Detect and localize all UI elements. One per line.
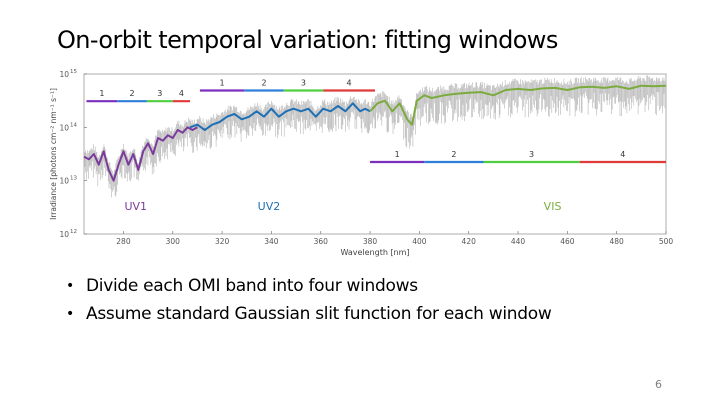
series-vis-line [369,84,667,126]
y-tick-label: 10 [59,123,69,132]
bullet-text: Assume standard Gaussian slit function f… [86,304,552,324]
window-label: 2 [130,89,135,98]
x-tick-label: 280 [116,237,131,246]
window-label: 3 [301,79,306,88]
page-number: 6 [655,378,662,391]
x-tick-label: 320 [215,237,230,246]
series-uv2-line [189,102,371,131]
band-label-uv2: UV2 [258,200,281,213]
window-label: 2 [261,79,266,88]
bullet-list: • Divide each OMI band into four windows … [66,272,552,328]
x-tick-label: 400 [412,237,427,246]
y-tick-exponent: 12 [70,229,77,235]
band-label-uv1: UV1 [124,200,147,213]
x-tick-label: 440 [511,237,526,246]
window-label: 3 [529,150,534,159]
y-tick-label: 10 [59,177,69,186]
window-label: 2 [451,150,456,159]
bullet-text: Divide each OMI band into four windows [86,276,418,296]
window-label: 4 [347,79,352,88]
x-tick-label: 420 [462,237,477,246]
window-label: 1 [220,79,225,88]
window-label: 4 [620,150,625,159]
bullet-item: • Divide each OMI band into four windows [66,272,551,300]
window-label: 4 [179,89,184,98]
window-label: 3 [157,89,162,98]
bullet-item: • Assume standard Gaussian slit function … [66,300,552,328]
band-label-vis: VIS [544,200,562,213]
y-axis-label: Irradiance [photons cm⁻² nm⁻¹ s⁻¹] [49,88,58,220]
y-tick-label: 10 [59,70,69,79]
x-tick-label: 480 [610,237,625,246]
window-label: 1 [395,150,400,159]
x-tick-label: 340 [264,237,279,246]
y-tick-exponent: 15 [70,69,77,75]
x-tick-label: 380 [363,237,378,246]
x-tick-label: 500 [659,237,674,246]
y-tick-exponent: 13 [70,176,77,182]
y-tick-label: 10 [59,230,69,239]
window-label: 1 [99,89,104,98]
slide-title: On-orbit temporal variation: fitting win… [57,26,558,54]
bullet-dot-icon: • [66,306,74,322]
x-tick-label: 300 [166,237,181,246]
series-uv1-line [83,126,198,182]
x-tick-label: 360 [314,237,329,246]
x-axis-label: Wavelength [nm] [340,248,409,257]
y-tick-exponent: 14 [70,122,77,128]
bullet-dot-icon: • [66,278,74,294]
x-tick-label: 460 [560,237,575,246]
